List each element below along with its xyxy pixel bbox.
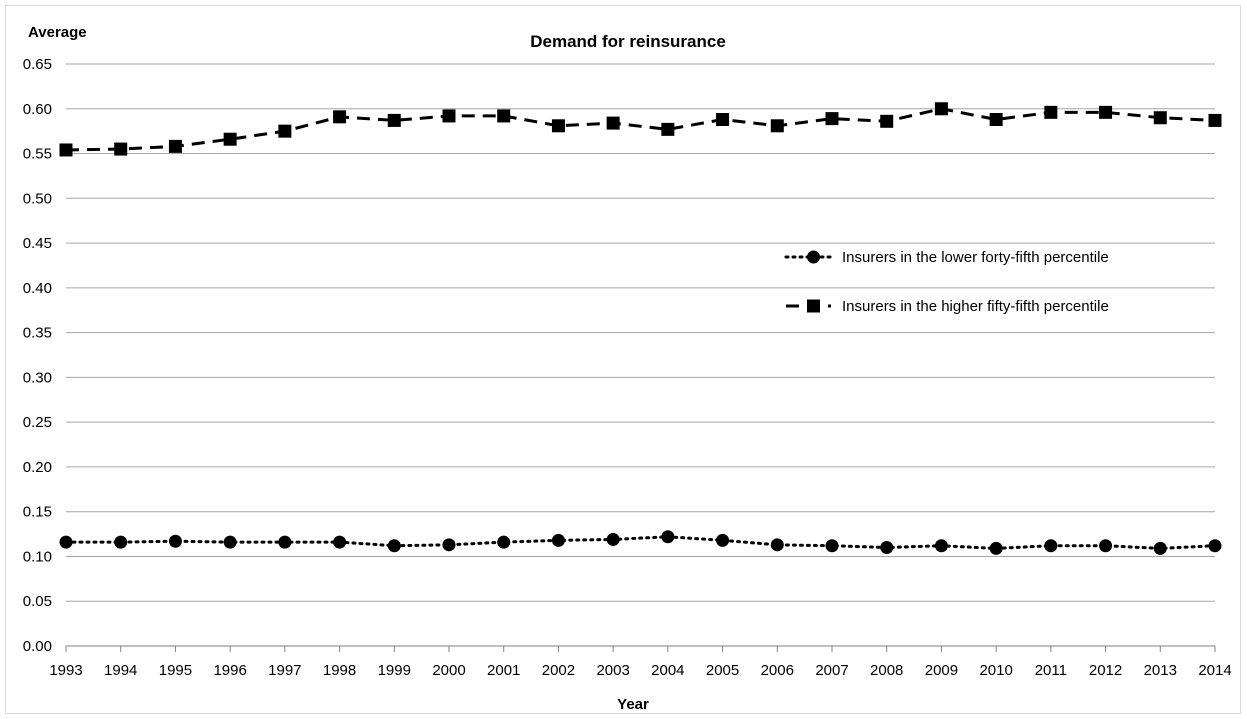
data-point <box>661 530 675 544</box>
x-tick-label: 1996 <box>213 662 246 679</box>
x-tick-label: 2000 <box>432 662 465 679</box>
data-point <box>606 532 620 546</box>
x-tick-label: 2003 <box>596 662 629 679</box>
data-point <box>168 139 182 153</box>
data-point <box>661 122 675 136</box>
x-tick-label: 2005 <box>706 662 739 679</box>
data-point <box>880 541 894 555</box>
legend-label: Insurers in the lower forty-fifth percen… <box>842 249 1109 266</box>
data-point <box>114 142 128 156</box>
legend-item-2: Insurers in the higher fifty-fifth perce… <box>786 298 1109 315</box>
y-tick-label: 0.30 <box>23 369 52 386</box>
x-tick-label: 2012 <box>1089 662 1122 679</box>
data-point <box>989 541 1003 555</box>
data-point <box>989 113 1003 127</box>
data-point <box>59 143 73 157</box>
chart-frame <box>5 5 1241 714</box>
series-line <box>65 107 1216 152</box>
data-point <box>497 535 511 549</box>
data-point <box>114 535 128 549</box>
x-tick-label: 2004 <box>651 662 684 679</box>
data-point <box>333 535 347 549</box>
y-tick-label: 0.25 <box>23 414 52 431</box>
data-point <box>825 112 839 126</box>
x-tick-label: 1993 <box>49 662 82 679</box>
data-point <box>387 539 401 553</box>
series-1 <box>59 530 1222 555</box>
x-tick-label: 2006 <box>761 662 794 679</box>
x-tick-label: 2014 <box>1198 662 1231 679</box>
legend-item-1: Insurers in the lower forty-fifth percen… <box>784 249 1109 266</box>
data-point <box>1099 539 1113 553</box>
y-tick-label: 0.35 <box>23 325 52 342</box>
x-tick-label: 2010 <box>979 662 1012 679</box>
data-point <box>1044 539 1058 553</box>
y-tick-label: 0.50 <box>23 190 52 207</box>
data-point <box>442 538 456 552</box>
axes: 0.00 0.05 0.10 0.15 0.20 0.25 0.30 0.35 0.40 0.45… <box>23 56 1232 679</box>
y-tick-label: 0.10 <box>23 548 52 565</box>
y-tick-label: 0.60 <box>23 101 52 118</box>
y-axis-label: Average <box>28 24 87 41</box>
y-tick-label: 0.45 <box>23 235 52 252</box>
legend: Insurers in the lower forty-fifth percen… <box>784 249 1109 315</box>
y-tick-label: 0.00 <box>23 638 52 655</box>
data-point <box>1044 105 1058 119</box>
data-point <box>716 533 730 547</box>
x-tick-label: 2009 <box>925 662 958 679</box>
x-tick-label: 1998 <box>323 662 356 679</box>
data-point <box>825 539 839 553</box>
x-tick-label: 2013 <box>1144 662 1177 679</box>
data-point <box>442 109 456 123</box>
data-point <box>497 109 511 123</box>
data-point <box>880 114 894 128</box>
series-layer <box>59 102 1222 555</box>
data-point <box>551 119 565 133</box>
data-point <box>770 119 784 133</box>
x-tick-label: 2007 <box>815 662 848 679</box>
data-point <box>223 535 237 549</box>
data-point <box>934 539 948 553</box>
x-tick-label: 1995 <box>159 662 192 679</box>
data-point <box>770 538 784 552</box>
y-tick-label: 0.20 <box>23 459 52 476</box>
data-point <box>934 102 948 116</box>
data-point <box>333 110 347 124</box>
data-point <box>606 116 620 130</box>
data-point <box>168 534 182 548</box>
data-point <box>1099 105 1113 119</box>
data-point <box>278 124 292 138</box>
y-tick-label: 0.15 <box>23 504 52 521</box>
legend-marker <box>807 299 820 313</box>
x-tick-label: 1997 <box>268 662 301 679</box>
data-point <box>1153 541 1167 555</box>
y-tick-label: 0.05 <box>23 593 52 610</box>
data-point <box>59 535 73 549</box>
data-point <box>278 535 292 549</box>
data-point <box>1208 113 1222 127</box>
series-line <box>64 535 1217 550</box>
x-tick-label: 1999 <box>378 662 411 679</box>
legend-marker <box>807 250 820 264</box>
x-tick-label: 1994 <box>104 662 137 679</box>
x-tick-label: 2002 <box>542 662 575 679</box>
x-tick-label: 2008 <box>870 662 903 679</box>
x-tick-label: 2001 <box>487 662 520 679</box>
y-tick-label: 0.40 <box>23 280 52 297</box>
data-point <box>716 113 730 127</box>
gridlines <box>66 63 1215 602</box>
data-point <box>223 132 237 146</box>
series-2 <box>59 102 1222 157</box>
chart-title: Demand for reinsurance <box>530 32 726 51</box>
data-point <box>1153 111 1167 125</box>
x-tick-label: 2011 <box>1035 662 1067 679</box>
data-point <box>387 113 401 127</box>
data-point <box>551 533 565 547</box>
y-tick-label: 0.55 <box>23 146 52 163</box>
legend-label: Insurers in the higher fifty-fifth perce… <box>842 298 1109 315</box>
x-axis-label: Year <box>617 696 649 713</box>
y-tick-label: 0.65 <box>23 56 52 73</box>
data-point <box>1208 539 1222 553</box>
